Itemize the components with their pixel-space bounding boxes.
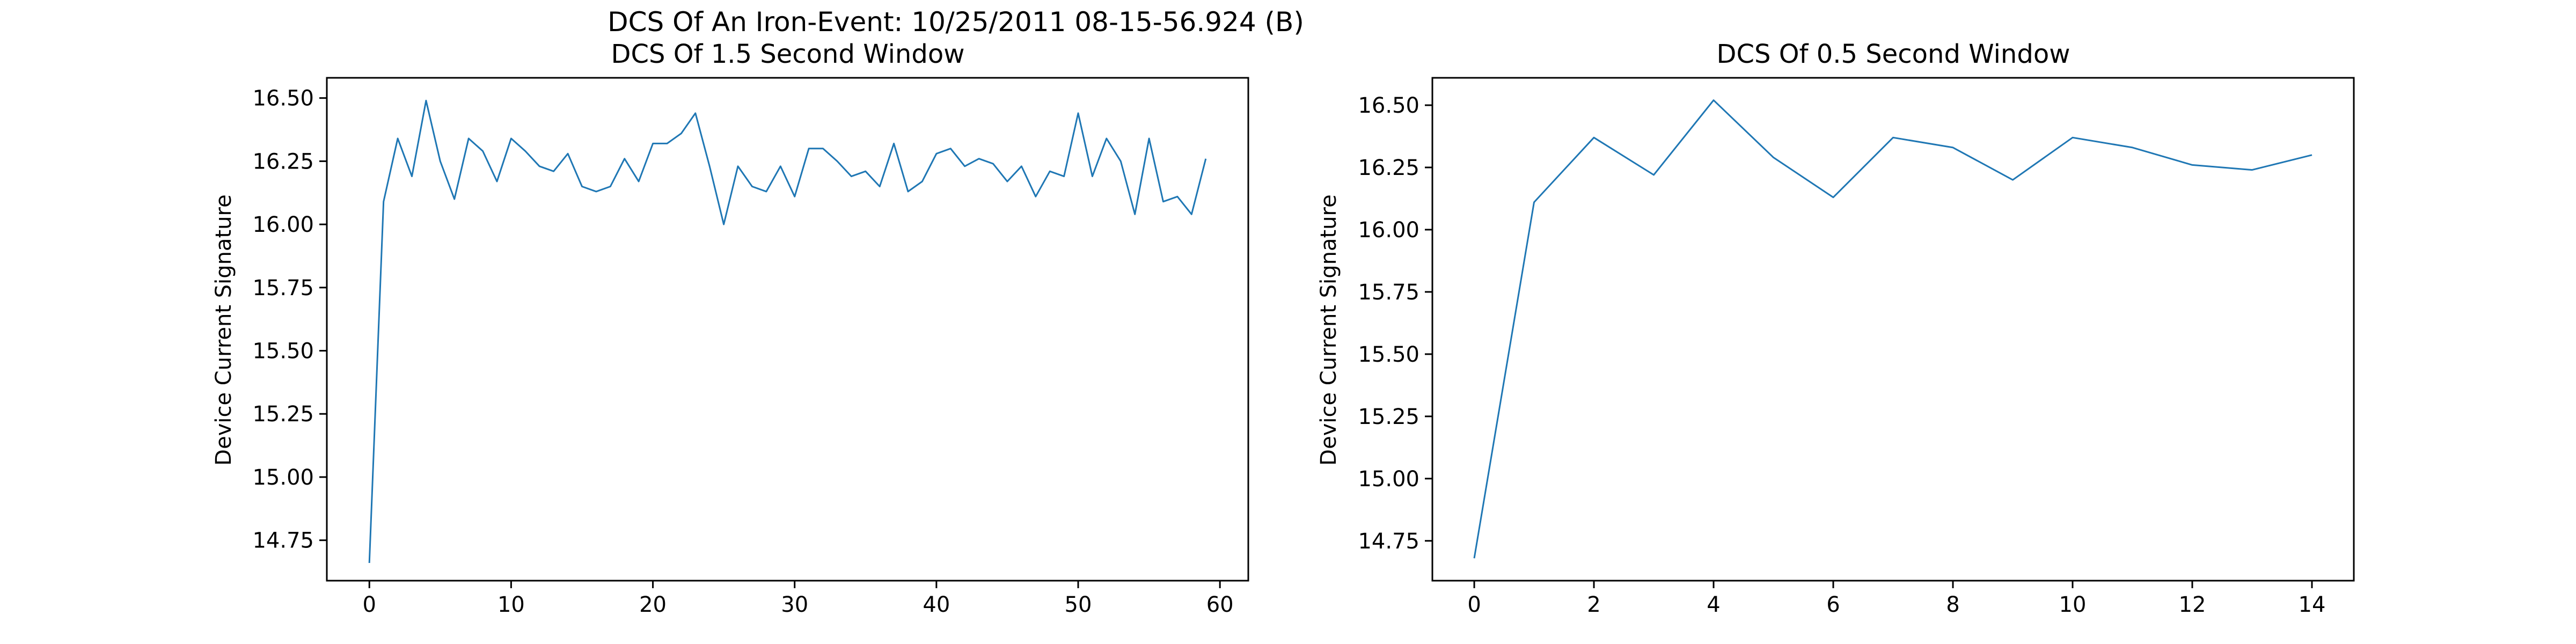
right-chart-x-tick-label: 6	[1826, 592, 1840, 617]
right-chart-y-axis-label: Device Current Signature	[1316, 194, 1341, 465]
left-chart-frame	[326, 77, 1249, 582]
right-chart-y-tick-label: 15.75	[1358, 280, 1419, 305]
right-chart-x-tick-label: 2	[1587, 592, 1600, 617]
right-chart-frame	[1431, 77, 2355, 582]
left-chart-series	[368, 99, 1207, 564]
left-chart-series-line	[368, 99, 1207, 564]
right-chart-title: DCS Of 0.5 Second Window	[1717, 39, 2070, 69]
left-chart-y-tick-label: 16.00	[252, 213, 314, 237]
left-chart: DCS Of 1.5 Second Window Device Current …	[211, 39, 1249, 617]
right-chart-x-tick-label: 10	[2059, 592, 2087, 617]
right-chart-x-tick-label: 4	[1707, 592, 1720, 617]
right-chart-x-tick-label: 14	[2299, 592, 2326, 617]
right-chart-y-tick-label: 15.00	[1358, 467, 1419, 492]
left-chart-x-tick-label: 60	[1206, 592, 1234, 617]
left-chart-x-tick-label: 40	[923, 592, 950, 617]
right-chart: DCS Of 0.5 Second Window Device Current …	[1316, 39, 2355, 617]
right-chart-ticks: 0 2 4 6 8 10 12 14 14.75 15.00 15.25 15.50 15.75 16.0…	[1358, 93, 2325, 617]
left-chart-y-tick-label: 15.00	[252, 465, 314, 490]
left-chart-y-tick-label: 16.25	[252, 149, 314, 174]
left-chart-x-tick-label: 10	[497, 592, 525, 617]
figure-title: DCS Of An Iron-Event: 10/25/2011 08-15-5…	[608, 6, 1304, 38]
left-chart-ticks: 0 10 20 30 40 50 60 14.75 15.00 15.25 15.50 15.75 16…	[252, 86, 1233, 617]
left-chart-x-tick-label: 50	[1065, 592, 1092, 617]
left-chart-y-axis-label: Device Current Signature	[211, 194, 236, 465]
right-chart-y-tick-label: 16.00	[1358, 218, 1419, 243]
left-chart-title: DCS Of 1.5 Second Window	[611, 39, 965, 69]
right-chart-y-tick-label: 16.25	[1358, 156, 1419, 180]
right-chart-series	[1473, 99, 2312, 559]
left-chart-x-tick-label: 30	[781, 592, 808, 617]
left-chart-y-tick-label: 15.25	[252, 402, 314, 427]
right-chart-x-tick-label: 12	[2179, 592, 2206, 617]
left-chart-y-tick-label: 15.75	[252, 276, 314, 301]
left-chart-y-tick-label: 15.50	[252, 339, 314, 364]
left-chart-x-tick-label: 20	[639, 592, 667, 617]
right-chart-x-tick-label: 0	[1467, 592, 1481, 617]
right-chart-y-tick-label: 15.25	[1358, 405, 1419, 429]
left-chart-y-tick-label: 16.50	[252, 86, 314, 111]
right-chart-x-tick-label: 8	[1946, 592, 1959, 617]
right-chart-series-line	[1473, 99, 2312, 559]
right-chart-y-tick-label: 15.50	[1358, 342, 1419, 367]
left-chart-x-tick-label: 0	[363, 592, 376, 617]
left-chart-y-tick-label: 14.75	[252, 529, 314, 553]
right-chart-y-tick-label: 14.75	[1358, 529, 1419, 554]
right-chart-y-tick-label: 16.50	[1358, 93, 1419, 118]
